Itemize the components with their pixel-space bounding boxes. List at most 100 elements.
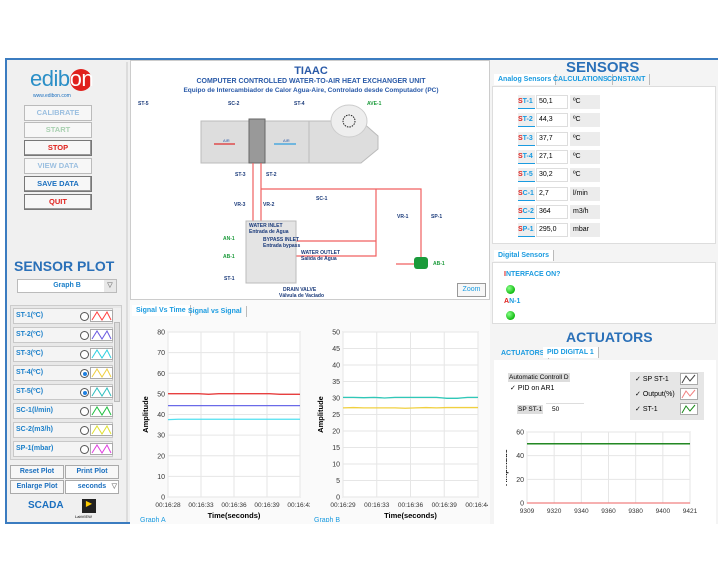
plot-item[interactable]: ST-2(ºC): [13, 327, 113, 343]
time-unit-select[interactable]: seconds ▽: [65, 480, 119, 494]
tab-analog-sensors[interactable]: Analog Sensors: [494, 74, 557, 85]
tab-signal-vs-time[interactable]: Signal Vs Time: [132, 305, 191, 316]
legend-item[interactable]: ✓ SP ST-1: [635, 376, 669, 383]
plot-item-radio[interactable]: [80, 445, 89, 454]
series-color-swatch[interactable]: [90, 329, 113, 341]
pid-on-checkbox[interactable]: ✓ PID on AR1: [510, 385, 555, 392]
x-tick-label: 00:16:29: [330, 502, 356, 509]
sensor-value: 27,1: [536, 149, 568, 164]
legend-swatch: [680, 373, 698, 385]
plot-item-radio[interactable]: [80, 388, 89, 397]
legend-item[interactable]: ✓ ST-1: [635, 406, 658, 413]
sensor-value: 44,3: [536, 113, 568, 128]
plot-item-radio[interactable]: [80, 426, 89, 435]
sensor-name[interactable]: ST-3: [518, 131, 535, 146]
print-plot-button[interactable]: Print Plot: [65, 465, 119, 479]
plot-item[interactable]: ST-5(ºC): [13, 384, 113, 400]
an1-label: AN-1: [504, 298, 521, 305]
time-unit-value: seconds: [77, 483, 107, 490]
plot-item-radio[interactable]: [80, 312, 89, 321]
y-tick-label: 60: [157, 371, 165, 378]
legend-item[interactable]: ✓ Output(%): [635, 391, 675, 398]
x-tick-label: 9380: [628, 508, 643, 515]
y-tick-label: 20: [516, 477, 524, 484]
plot-item[interactable]: ST-3(ºC): [13, 346, 113, 362]
quit-button[interactable]: QUIT: [24, 194, 92, 210]
y-tick-label: 50: [332, 330, 340, 337]
diagram-label-water_inlet_es: Entrada de Agua: [249, 229, 289, 235]
graph-select[interactable]: Graph B ▽: [17, 279, 117, 293]
interface-led: [506, 285, 515, 294]
plot-item-radio[interactable]: [80, 350, 89, 359]
plot-item[interactable]: SC-2(m3/h): [13, 422, 113, 438]
tab-signal-vs-signal[interactable]: Signal vs Signal: [184, 306, 247, 317]
zoom-button[interactable]: Zoom: [457, 283, 486, 297]
diagram-subtitle-es: Equipo de Intercambiador de Calor Agua-A…: [183, 87, 438, 94]
x-tick-label: 9309: [520, 508, 535, 515]
list-scrollbar[interactable]: [113, 308, 121, 458]
view-data-button[interactable]: VIEW DATA: [24, 158, 92, 174]
series-color-swatch[interactable]: [90, 405, 113, 417]
chevron-down-icon: ▽: [111, 483, 117, 490]
plot-item-label: SC-1(l/min): [16, 407, 53, 414]
fan-icon: [342, 114, 356, 128]
plot-item[interactable]: SC-1(l/min): [13, 403, 113, 419]
diagram-label-drain: DRAIN VALVE: [283, 287, 317, 293]
start-button[interactable]: START: [24, 122, 92, 138]
sensor-name[interactable]: SP-1: [518, 223, 535, 238]
graph-a: 0 10 20 30 40 50 60 70 80 00:16:28 00:16:33 00:16:3…: [140, 330, 310, 523]
sensor-unit: ºC: [570, 168, 600, 183]
y-tick-label: 20: [332, 429, 340, 436]
stop-button[interactable]: STOP: [24, 140, 92, 156]
series-color-swatch[interactable]: [90, 348, 113, 360]
series-color-swatch[interactable]: [90, 367, 113, 379]
tab-pid-digital-1[interactable]: PID DIGITAL 1: [543, 347, 599, 358]
graph-b-label: Graph B: [314, 517, 340, 522]
plot-item-radio[interactable]: [80, 369, 89, 378]
y-tick-label: 20: [157, 453, 165, 460]
diagram-label-vr1: VR-1: [397, 214, 409, 220]
series-color-swatch[interactable]: [90, 443, 113, 455]
legend-label: Output(%): [642, 391, 675, 398]
sensor-name[interactable]: SC-1: [518, 186, 535, 201]
series-color-swatch[interactable]: [90, 424, 113, 436]
tab-digital-sensors[interactable]: Digital Sensors: [494, 250, 554, 261]
y-tick-label: 25: [332, 412, 340, 419]
sensor-name[interactable]: ST-2: [518, 113, 535, 128]
y-tick-label: 10: [332, 462, 340, 469]
water-tank: [245, 220, 297, 284]
pid-legend: ✓ SP ST-1 ✓ Output(%) ✓ ST-1: [630, 372, 704, 420]
plot-item[interactable]: ST-1(ºC): [13, 308, 113, 324]
y-tick-label: 30: [332, 396, 340, 403]
tab-actuators[interactable]: ACTUATORS: [497, 348, 550, 359]
air-label: AIR: [283, 138, 290, 143]
plot-item[interactable]: ST-4(ºC): [13, 365, 113, 381]
tab-constant[interactable]: CONSTANT: [603, 74, 651, 85]
save-data-button[interactable]: SAVE DATA: [24, 176, 92, 192]
sensor-unit: ºC: [570, 149, 600, 164]
sensor-name[interactable]: ST-5: [518, 168, 535, 183]
process-diagram: TIAAC COMPUTER CONTROLLED WATER-TO-AIR H…: [130, 60, 490, 300]
y-tick-label: 0: [336, 495, 340, 502]
x-tick-label: 00:16:39: [432, 502, 458, 509]
calibrate-button[interactable]: CALIBRATE: [24, 105, 92, 121]
plot-item-radio[interactable]: [80, 331, 89, 340]
sensor-value: 50,1: [536, 95, 568, 109]
plot-item-label: ST-3(ºC): [16, 350, 44, 357]
y-axis-label: Amplitude: [141, 396, 150, 433]
x-tick-label: 00:16:28: [155, 502, 181, 509]
sensor-name[interactable]: SC-2: [518, 204, 535, 219]
plot-item-label: ST-2(ºC): [16, 331, 44, 338]
series-color-swatch[interactable]: [90, 386, 113, 398]
series-color-swatch[interactable]: [90, 310, 113, 322]
sp-input[interactable]: 50: [546, 403, 584, 415]
x-tick-label: 9340: [574, 508, 589, 515]
sensor-name[interactable]: ST-4: [518, 149, 535, 164]
x-tick-label: 9360: [601, 508, 616, 515]
tab-calculations[interactable]: CALCULATIONS: [549, 74, 613, 85]
enlarge-plot-button[interactable]: Enlarge Plot: [10, 480, 64, 494]
plot-item[interactable]: SP-1(mbar): [13, 441, 113, 457]
plot-item-radio[interactable]: [80, 407, 89, 416]
reset-plot-button[interactable]: Reset Plot: [10, 465, 64, 479]
sensor-name[interactable]: ST-1: [518, 95, 535, 109]
